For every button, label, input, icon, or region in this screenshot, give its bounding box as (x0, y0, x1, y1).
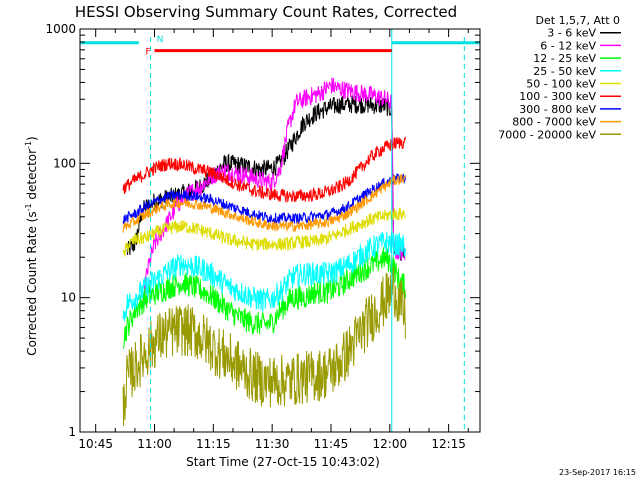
chart-title: HESSI Observing Summary Count Rates, Cor… (75, 3, 457, 21)
legend-label: 300 - 800 keV (519, 103, 596, 116)
legend-label: 3 - 6 keV (547, 27, 596, 40)
y-tick-label: 1000 (45, 22, 76, 36)
y-tick-label: 10 (61, 291, 76, 305)
x-tick-label: 11:30 (255, 437, 290, 451)
legend-label: 7000 - 20000 keV (498, 128, 596, 141)
x-axis-label: Start Time (27-Oct-15 10:43:02) (186, 455, 380, 469)
x-tick-label: 11:45 (314, 437, 349, 451)
legend-label: 100 - 300 keV (519, 90, 596, 103)
legend-title: Det 1,5,7, Att 0 (536, 14, 620, 27)
plot-frame (79, 28, 481, 433)
x-tick-label: 12:00 (373, 437, 408, 451)
y-tick-label: 100 (53, 156, 76, 170)
y-tick-label: 1 (68, 425, 76, 439)
series-line (122, 231, 406, 322)
flare-marker-label: F (146, 48, 151, 58)
series-line (122, 246, 406, 349)
legend-label: 12 - 25 keV (533, 52, 596, 65)
x-tick-label: 10:45 (78, 437, 113, 451)
x-tick-label: 11:00 (137, 437, 172, 451)
legend-label: 800 - 7000 keV (512, 116, 596, 129)
series-line (122, 173, 406, 233)
series-line (122, 207, 406, 257)
legend-label: 6 - 12 keV (540, 39, 596, 52)
y-axis-label: Corrected Count Rate (s-1 detector-1) (24, 136, 39, 355)
x-tick-label: 12:15 (431, 437, 466, 451)
legend-label: 50 - 100 keV (526, 78, 596, 91)
series-line (122, 265, 406, 427)
legend-label: 25 - 50 keV (533, 65, 596, 78)
night-marker-label: N (157, 35, 164, 45)
timestamp: 23-Sep-2017 16:15 (559, 468, 636, 477)
x-tick-label: 11:15 (196, 437, 231, 451)
series-line (122, 136, 406, 203)
